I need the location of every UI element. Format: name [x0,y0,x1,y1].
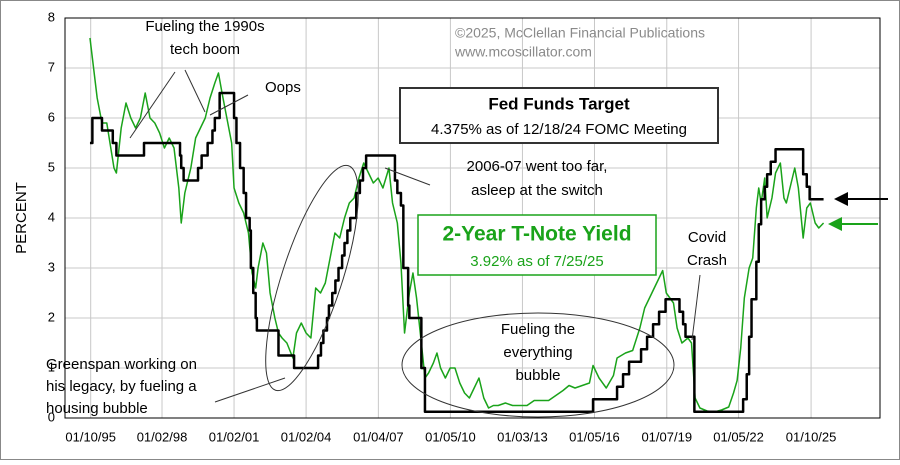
legend-yield: 2-Year T-Note Yield 3.92% as of 7/25/25 [417,214,657,276]
arrow-head [834,192,848,206]
annotation: Crash [687,252,727,269]
y-tick-label: 2 [48,309,55,324]
series-line [89,91,824,413]
pointer [209,94,249,116]
annotation: Greenspan working on [46,356,197,373]
y-tick-label: 6 [48,109,55,124]
x-tick-label: 01/10/95 [65,429,116,444]
y-tick-label: 1 [48,359,55,374]
y-tick-label: 3 [48,259,55,274]
x-tick-label: 01/04/07 [353,429,404,444]
x-tick-label: 01/02/98 [137,429,188,444]
legend-fed: Fed Funds Target 4.375% as of 12/18/24 F… [399,87,719,144]
legend-title: 2-Year T-Note Yield [442,223,631,246]
annotation: www.mcoscillator.com [454,44,592,60]
pointer [691,274,701,341]
ellipse [401,312,675,418]
annotation: his legacy, by fueling a [46,378,197,395]
x-tick-label: 01/02/04 [281,429,332,444]
annotation: bubble [515,367,560,384]
x-tick-label: 01/07/19 [641,429,692,444]
arrow-head [828,217,842,231]
arrows [828,192,888,231]
legend-box [417,214,657,276]
plot-frame [64,17,881,419]
annotation: Covid [688,229,726,246]
annotation: ©2025, McClellan Financial Publications [455,25,705,41]
annotation: Fueling the [501,321,575,338]
plot [89,37,825,413]
annotation: everything [503,344,572,361]
pointer [129,71,176,139]
annotation: housing bubble [46,400,148,417]
y-axis-label: PERCENT [13,182,30,254]
annotation: tech boom [170,41,240,58]
pointer [214,377,286,403]
y-tick-label: 8 [48,9,55,24]
y-tick-label: 7 [48,59,55,74]
y-tick-label: 4 [48,209,55,224]
y-tick-label: 5 [48,159,55,174]
legend-box [399,87,719,144]
x-tick-label: 01/05/10 [425,429,476,444]
y-tick-label: 0 [48,409,55,424]
annotations: Fueling the 1990s tech boom Oops 2006-07 we… [46,18,727,417]
annotation: Fueling the 1990s [145,18,264,35]
x-tick-label: 01/03/13 [497,429,548,444]
pointer [384,167,431,186]
annotation: 2006-07 went too far, [467,158,608,175]
decorations [129,69,701,418]
annotation: Oops [265,79,301,96]
x-tick-label: 01/05/16 [569,429,620,444]
pointer [184,69,206,113]
x-tick-label: 01/10/25 [786,429,837,444]
annotation: asleep at the switch [471,182,603,199]
x-tick-label: 01/02/01 [209,429,260,444]
legend-note: 4.375% as of 12/18/24 FOMC Meeting [431,121,687,138]
legend-note: 3.92% as of 7/25/25 [470,253,603,270]
x-tick-label: 01/05/22 [713,429,764,444]
legend-title: Fed Funds Target [488,94,630,113]
series-line [89,37,825,413]
ellipse [265,164,359,392]
